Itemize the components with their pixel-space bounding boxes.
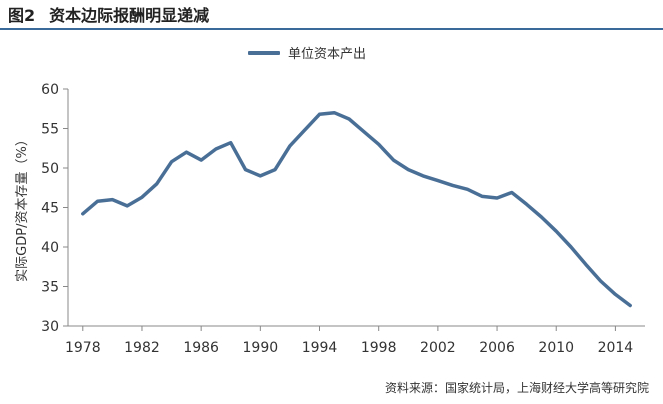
series-line: [81, 110, 632, 308]
x-tick-label: 2010: [538, 340, 574, 356]
figure-title: 图2 资本边际报酬明显递减: [8, 2, 209, 26]
y-tick-label: 35: [41, 280, 59, 296]
y-tick-label: 55: [41, 122, 59, 138]
x-tick-label: 1982: [124, 340, 160, 356]
y-tick-label: 40: [41, 240, 59, 256]
y-tick-label: 50: [41, 161, 59, 177]
x-tick-label: 1994: [302, 340, 338, 356]
y-tick-label: 30: [41, 319, 59, 335]
x-tick-label: 2002: [420, 340, 456, 356]
figure-number: 图2: [8, 6, 36, 25]
y-tick-label: 60: [41, 82, 59, 98]
title-divider: [0, 28, 663, 30]
legend-label: 单位资本产出: [288, 47, 367, 62]
x-tick-label: 1998: [361, 340, 397, 356]
y-tick-label: 45: [41, 201, 59, 217]
figure-title-text: 资本边际报酬明显递减: [49, 6, 210, 25]
x-tick-label: 1986: [183, 340, 219, 356]
x-tick-label: 2014: [598, 340, 634, 356]
legend-swatch: [248, 50, 280, 55]
x-tick-label: 1990: [243, 340, 279, 356]
chart-legend: 单位资本产出: [248, 43, 366, 62]
x-tick-label: 2006: [479, 340, 515, 356]
y-axis-label: 实际GDP/资本存量（%）: [15, 133, 30, 282]
data-source: 资料来源：国家统计局，上海财经大学高等研究院: [384, 381, 649, 395]
x-tick-label: 1978: [65, 340, 101, 356]
